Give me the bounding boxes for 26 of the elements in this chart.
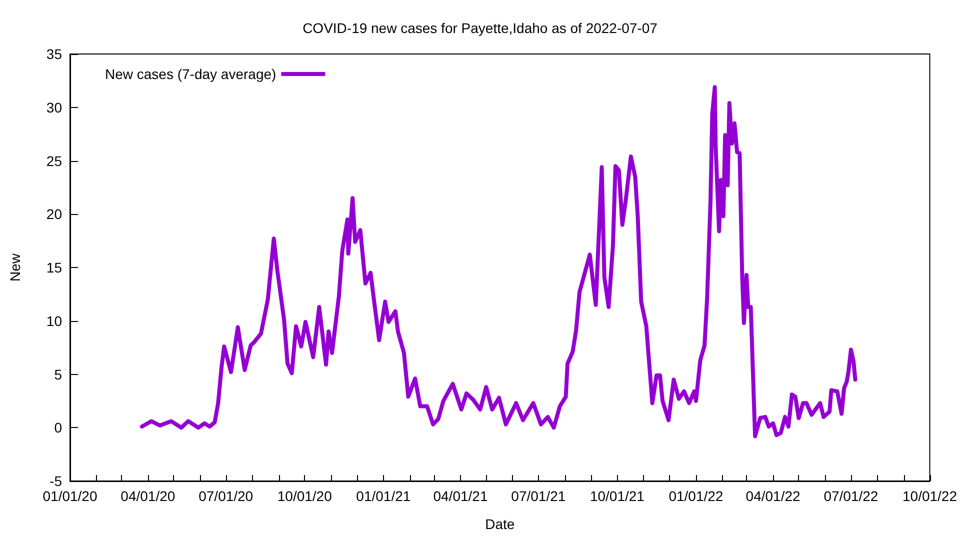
y-tick-label: -5 xyxy=(50,473,62,489)
y-tick-label: 30 xyxy=(46,99,62,116)
x-tick-label: 10/01/20 xyxy=(277,488,332,504)
x-tick-label: 04/01/21 xyxy=(433,488,488,504)
y-tick-label: 10 xyxy=(46,312,62,329)
x-tick-label: 07/01/20 xyxy=(198,488,254,504)
y-tick-label: 5 xyxy=(54,366,62,382)
y-tick-label: 0 xyxy=(54,420,62,436)
x-tick-label: 07/01/22 xyxy=(824,488,878,504)
x-tick-label: 10/01/21 xyxy=(590,488,645,504)
x-tick-label: 01/01/20 xyxy=(42,488,98,504)
legend-label: New cases (7-day average) xyxy=(105,66,276,82)
x-tick-label: 01/01/22 xyxy=(668,488,724,504)
y-axis-title: New xyxy=(7,252,23,282)
x-tick-label: 01/01/21 xyxy=(356,488,411,504)
y-tick-label: 35 xyxy=(46,46,62,62)
line-series xyxy=(140,85,858,438)
y-tick-label: 20 xyxy=(46,206,62,222)
x-tick-label: 10/01/22 xyxy=(902,488,958,504)
x-tick-label: 04/01/22 xyxy=(746,488,801,504)
x-tick-label: 04/01/20 xyxy=(120,488,176,504)
y-tick-label: 15 xyxy=(46,260,62,276)
x-axis-title: Date xyxy=(485,516,515,532)
chart-title: COVID-19 new cases for Payette,Idaho as of 2022-07-07 xyxy=(302,20,658,36)
x-tick-label: 07/01/21 xyxy=(511,488,566,504)
y-tick-label: 25 xyxy=(46,152,62,169)
